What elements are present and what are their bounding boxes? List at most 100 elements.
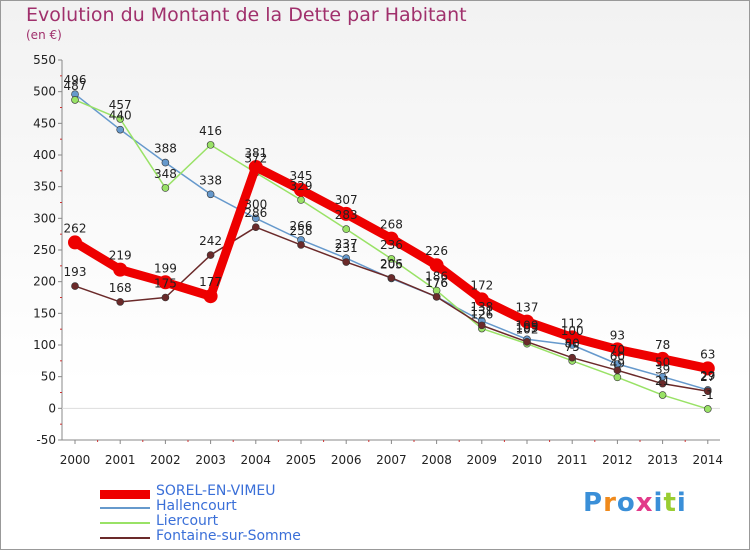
data-label: 109 bbox=[516, 318, 539, 332]
data-point bbox=[432, 293, 441, 301]
data-point bbox=[248, 160, 263, 175]
x-tick-label: 2013 bbox=[647, 453, 678, 467]
data-label: 137 bbox=[516, 301, 539, 315]
data-point bbox=[161, 184, 170, 192]
data-point bbox=[161, 158, 170, 167]
data-point bbox=[613, 373, 622, 382]
data-label: 388 bbox=[154, 142, 177, 156]
data-label: 236 bbox=[380, 238, 403, 252]
y-tick-label: -50 bbox=[36, 433, 56, 447]
legend-swatch bbox=[100, 490, 150, 499]
logo-letter: t bbox=[663, 488, 677, 518]
data-label: 205 bbox=[380, 258, 403, 272]
data-label: 93 bbox=[610, 328, 625, 342]
data-label: 242 bbox=[199, 234, 222, 248]
data-point bbox=[342, 258, 351, 266]
legend-swatch bbox=[100, 537, 150, 539]
x-tick-label: 2000 bbox=[60, 453, 91, 467]
x-tick-label: 2007 bbox=[376, 453, 407, 467]
data-point bbox=[113, 262, 128, 277]
y-tick-label: 100 bbox=[33, 338, 56, 352]
data-label: 496 bbox=[64, 73, 87, 87]
data-label: 457 bbox=[109, 98, 132, 112]
data-point bbox=[610, 342, 625, 357]
data-label: 39 bbox=[655, 363, 670, 377]
data-label: 49 bbox=[610, 356, 625, 370]
data-point bbox=[655, 351, 670, 366]
data-label: 266 bbox=[290, 219, 313, 233]
legend-swatch bbox=[100, 507, 150, 509]
data-label: 126 bbox=[470, 308, 493, 322]
data-label: 131 bbox=[470, 304, 493, 318]
data-label: 372 bbox=[244, 152, 267, 166]
data-point bbox=[565, 330, 580, 345]
data-point bbox=[568, 353, 577, 362]
y-tick-label: 50 bbox=[41, 370, 56, 384]
y-tick-label: 250 bbox=[33, 243, 56, 257]
data-label: 338 bbox=[199, 173, 222, 187]
data-point bbox=[658, 391, 667, 399]
data-point bbox=[387, 274, 396, 282]
y-tick-label: 300 bbox=[33, 211, 56, 225]
data-point bbox=[116, 298, 124, 306]
data-point bbox=[116, 125, 124, 134]
legend-label: Liercourt bbox=[156, 513, 219, 529]
x-tick-label: 2010 bbox=[512, 453, 543, 467]
data-label: 381 bbox=[244, 146, 267, 160]
data-label: 78 bbox=[655, 338, 670, 352]
data-label: 219 bbox=[109, 249, 132, 263]
logo-letter: x bbox=[635, 488, 654, 518]
data-label: 283 bbox=[335, 208, 358, 222]
data-point bbox=[520, 314, 534, 329]
data-point bbox=[523, 338, 531, 346]
data-label: 300 bbox=[244, 197, 267, 211]
data-label: 345 bbox=[290, 169, 313, 183]
data-point bbox=[703, 387, 712, 396]
data-point bbox=[339, 206, 354, 221]
data-label: 102 bbox=[516, 323, 539, 337]
y-tick-label: 400 bbox=[33, 148, 56, 162]
data-label: 63 bbox=[700, 347, 715, 361]
data-label: 177 bbox=[199, 275, 222, 289]
data-point bbox=[658, 379, 667, 388]
data-point bbox=[161, 293, 170, 302]
logo-letter: o bbox=[616, 488, 636, 518]
data-label: 348 bbox=[154, 167, 177, 181]
data-point bbox=[252, 223, 260, 231]
y-tick-label: 150 bbox=[33, 306, 56, 320]
data-label: 199 bbox=[154, 261, 177, 275]
x-tick-label: 2008 bbox=[421, 453, 452, 467]
logo-letter: P bbox=[583, 488, 604, 518]
data-point bbox=[297, 196, 305, 204]
data-point bbox=[158, 275, 173, 290]
x-tick-label: 2006 bbox=[331, 453, 362, 467]
data-label: 80 bbox=[565, 337, 580, 351]
data-point bbox=[703, 405, 712, 413]
data-label: 50 bbox=[655, 356, 670, 370]
data-label: 175 bbox=[154, 277, 177, 291]
chart-title: Evolution du Montant de la Dette par Hab… bbox=[26, 4, 467, 26]
logo-letter: i bbox=[676, 488, 687, 518]
x-tick-label: 2004 bbox=[241, 453, 272, 467]
data-point bbox=[429, 258, 444, 273]
y-tick-label: 450 bbox=[33, 116, 56, 130]
x-tick-label: 2014 bbox=[693, 453, 724, 467]
data-point bbox=[71, 96, 79, 104]
data-label: 231 bbox=[335, 241, 358, 255]
data-label: 29 bbox=[700, 369, 715, 383]
data-point bbox=[613, 366, 622, 375]
data-point bbox=[206, 190, 215, 199]
y-tick-label: 500 bbox=[33, 85, 56, 99]
data-point bbox=[68, 235, 82, 250]
proxiti-logo: Proxiti bbox=[583, 488, 687, 518]
data-label: 100 bbox=[561, 324, 584, 338]
data-label: 21 bbox=[655, 374, 670, 388]
data-point bbox=[116, 115, 124, 123]
x-tick-label: 2005 bbox=[286, 453, 317, 467]
legend-label: Hallencourt bbox=[156, 498, 237, 514]
data-point bbox=[477, 321, 486, 330]
data-point bbox=[206, 251, 215, 259]
data-point bbox=[342, 225, 351, 233]
y-tick-label: 0 bbox=[48, 401, 56, 415]
data-label: 268 bbox=[380, 218, 403, 232]
